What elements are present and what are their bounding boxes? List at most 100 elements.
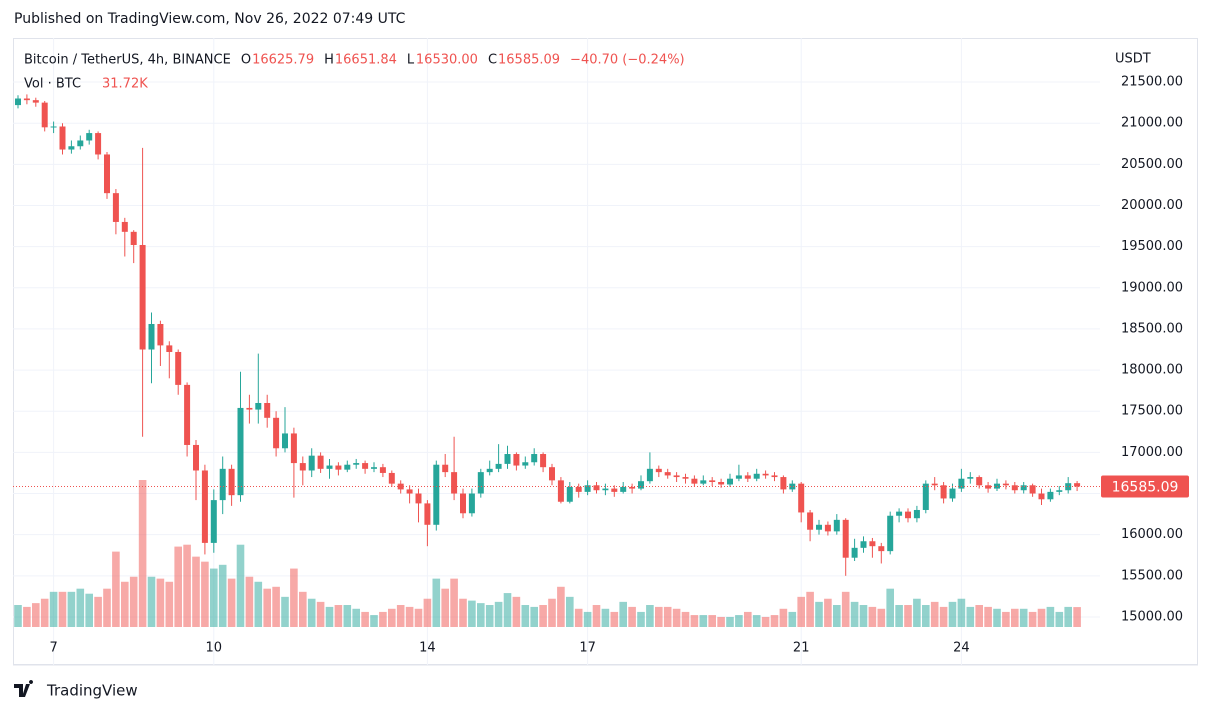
volume-bar — [521, 605, 530, 627]
logo-mark — [14, 680, 34, 697]
candle-body — [575, 486, 582, 492]
ohlc-key: O — [241, 53, 251, 68]
candle-body — [406, 489, 413, 494]
volume-bar — [450, 578, 458, 627]
candle-body — [700, 480, 707, 484]
candle-body — [896, 511, 903, 516]
y-tick-label: 20000.00 — [1121, 198, 1183, 213]
volume-bar — [655, 606, 663, 627]
candle-body — [495, 463, 502, 469]
candle-body — [130, 231, 137, 245]
candle-body — [664, 472, 671, 476]
volume-bar — [121, 581, 129, 627]
volume-bar — [1011, 608, 1019, 627]
volume-bar — [726, 616, 734, 627]
candle-body — [32, 100, 39, 103]
candle-body — [326, 465, 333, 469]
volume-bar — [67, 591, 76, 627]
candle-body — [824, 524, 831, 532]
candle-body — [771, 475, 778, 478]
candle-body — [735, 475, 742, 479]
candle-body — [691, 478, 698, 484]
y-tick-label: 21000.00 — [1121, 116, 1183, 131]
candle-body — [335, 465, 342, 470]
y-axis-label: USDT — [1115, 52, 1151, 67]
volume-bar — [1019, 608, 1028, 627]
volume-bar — [379, 611, 387, 627]
x-tick-label: 7 — [49, 641, 57, 656]
volume-bar — [1037, 608, 1046, 627]
candle-body — [905, 511, 911, 519]
candle-body — [611, 488, 618, 492]
volume-bar — [441, 588, 449, 627]
candle-body — [353, 463, 360, 465]
volume-bar — [1028, 611, 1037, 627]
volume-bar — [601, 608, 610, 627]
candle-body — [68, 146, 75, 150]
volume-bar — [423, 598, 432, 627]
candle-body — [477, 472, 484, 494]
volume-bar — [833, 605, 841, 627]
y-tick-label: 17500.00 — [1121, 404, 1183, 419]
volume-bar — [40, 598, 49, 627]
volume-bar — [512, 596, 521, 627]
volume-bar — [388, 608, 396, 627]
volume-bar — [477, 603, 485, 627]
volume-bar — [628, 606, 636, 627]
ohlc-key: L — [407, 53, 415, 68]
ohlc-key: C — [488, 53, 497, 68]
volume-bar — [735, 615, 743, 627]
candle-body — [798, 483, 805, 513]
volume-bar — [788, 611, 797, 627]
candle-body — [112, 193, 119, 222]
volume-bar — [646, 605, 654, 627]
candle-body — [851, 547, 858, 558]
plot-area — [13, 38, 1100, 665]
candle-body — [371, 467, 377, 469]
volume-legend-name: Vol · BTC — [24, 77, 81, 92]
volume-bar — [263, 588, 271, 627]
candle-body — [504, 454, 511, 464]
volume-bar — [201, 561, 209, 627]
candle-body — [1011, 485, 1018, 491]
candle-body — [1056, 490, 1063, 492]
volume-bar — [877, 608, 886, 627]
volume-bar — [930, 601, 939, 627]
volume-bar — [637, 611, 645, 627]
candle-body — [1029, 485, 1036, 494]
candle-body — [682, 477, 689, 479]
volume-bar — [806, 591, 814, 627]
candle-body — [15, 98, 21, 106]
volume-bar — [672, 608, 681, 627]
volume-bar — [290, 568, 298, 627]
volume-bar — [112, 551, 120, 627]
candle-body — [522, 462, 529, 466]
volume-bar — [984, 606, 992, 627]
volume-legend-value: 31.72K — [102, 77, 148, 92]
candle-body — [273, 417, 280, 449]
candle-body — [23, 98, 30, 101]
volume-bar — [1002, 611, 1010, 627]
volume-bar — [574, 608, 583, 627]
candle-body — [833, 519, 840, 532]
candle-body — [593, 485, 600, 491]
volume-bar — [539, 605, 547, 627]
volume-bar — [485, 605, 494, 627]
volume-bar — [744, 611, 752, 627]
volume-bar — [859, 605, 868, 627]
x-tick-label: 24 — [953, 641, 970, 656]
change-value: −40.70 (−0.24%) — [570, 53, 685, 68]
volume-bar — [352, 608, 360, 627]
candle-body — [549, 467, 555, 481]
volume-bar — [1055, 611, 1064, 627]
candle-body — [246, 407, 253, 410]
candle-body — [148, 323, 155, 350]
candle-body — [415, 493, 422, 504]
volume-bar — [405, 606, 414, 627]
x-tick-label: 14 — [419, 641, 436, 656]
volume-bar — [468, 600, 476, 627]
candle-body — [282, 433, 288, 449]
candle-body — [299, 463, 306, 471]
chart-frame — [13, 38, 1198, 665]
y-tick-label: 18000.00 — [1121, 363, 1183, 378]
